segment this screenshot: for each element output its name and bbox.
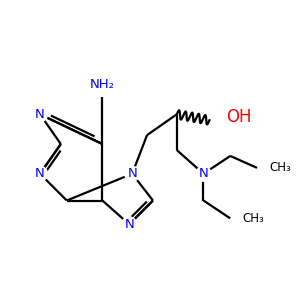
Circle shape [33,166,47,181]
Text: OH: OH [226,108,251,126]
Text: N: N [127,167,137,180]
Text: N: N [199,167,208,180]
Text: N: N [124,218,134,231]
Circle shape [122,217,136,232]
Circle shape [33,107,47,122]
Text: NH₂: NH₂ [90,78,115,91]
Circle shape [196,166,211,181]
Text: N: N [35,108,45,121]
Circle shape [125,166,140,181]
Text: CH₃: CH₃ [269,161,291,174]
Text: N: N [35,167,45,180]
Text: CH₃: CH₃ [242,212,264,225]
